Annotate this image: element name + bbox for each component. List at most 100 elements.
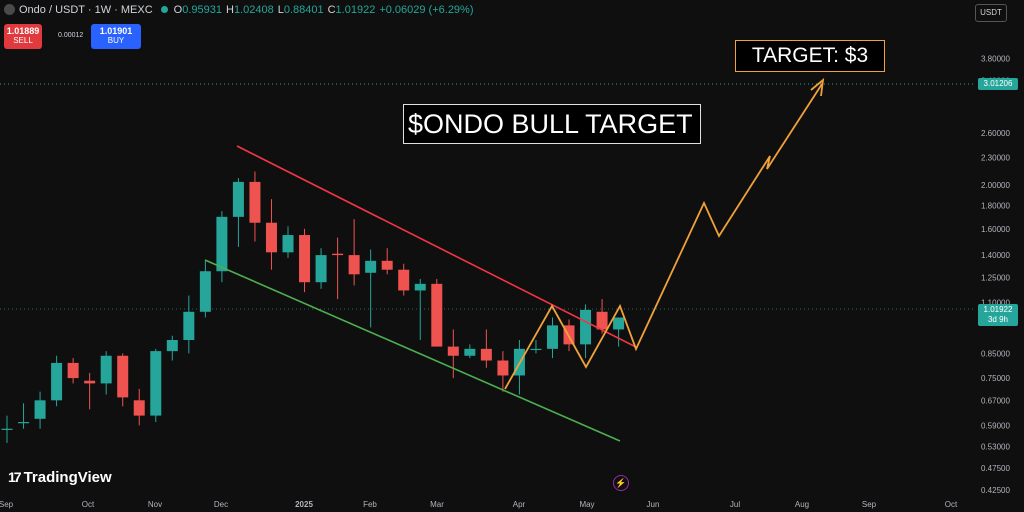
x-axis-tick-label: Jun [647,500,660,509]
sell-button[interactable]: 1.01889 SELL [4,24,42,49]
lightning-icon[interactable]: ⚡ [613,475,629,491]
y-axis-tick-label: 1.60000 [981,225,1010,234]
candle[interactable] [1,415,13,443]
candle-body [596,311,608,330]
candle[interactable] [299,228,311,293]
candle[interactable] [398,263,410,296]
candle[interactable] [480,329,492,368]
candle[interactable] [431,279,443,347]
x-axis-tick-label: Mar [430,500,444,509]
candle-body [365,260,377,273]
candle-body [497,360,509,376]
symbol-header: Ondo / USDT · 1W · MEXC O0.95931 H1.02408 L… [4,4,478,16]
candle-countdown: 3d 9h [987,315,1009,324]
x-axis-tick-label: May [579,500,594,509]
candle[interactable] [348,219,360,286]
candle[interactable] [596,299,608,334]
y-axis-tick-label: 1.10000 [981,299,1010,308]
candle[interactable] [414,279,426,340]
y-axis-tick-label: 2.60000 [981,129,1010,138]
candle[interactable] [34,391,46,429]
ondo-logo-icon [4,4,15,15]
candle[interactable] [84,372,96,410]
y-axis-tick-label: 2.00000 [981,181,1010,190]
candle[interactable] [51,355,63,407]
candle-body [265,222,277,253]
candle[interactable] [18,403,30,429]
candle-body [282,235,294,253]
y-axis-tick-label: 1.80000 [981,202,1010,211]
candle[interactable] [530,339,542,354]
candle[interactable] [166,335,178,361]
candle[interactable] [249,171,261,242]
high-value: 1.02408 [233,4,274,16]
candle[interactable] [580,304,592,359]
candle[interactable] [150,348,162,423]
candle-body [530,348,542,351]
candle-body [117,355,129,398]
candle-body [100,355,112,384]
tradingview-logo[interactable]: 17 TradingView [8,469,112,486]
candle[interactable] [67,358,79,384]
candle[interactable] [497,351,509,392]
y-axis-tick-label: 2.30000 [981,153,1010,162]
candle-body [232,181,244,217]
candle-body [447,346,459,356]
last-price-tag: 1.01922 3d 9h [978,304,1018,326]
x-axis-tick-label: Oct [82,500,95,509]
candle[interactable] [513,339,525,395]
candle[interactable] [365,249,377,328]
target-annotation: TARGET: $3 [735,40,885,72]
candle[interactable] [613,317,625,347]
y-axis-tick-label: 0.85000 [981,349,1010,358]
candle-body [166,339,178,352]
symbol-name[interactable]: Ondo / USDT · 1W · MEXC [19,4,153,16]
x-axis-tick-label: Oct [945,500,958,509]
candle[interactable] [447,329,459,379]
candle-body [546,325,558,349]
bull-target-annotation: $ONDO BULL TARGET [403,104,701,144]
candle-body [183,311,195,340]
candle[interactable] [117,353,129,407]
candle[interactable] [133,388,145,426]
x-axis-tick-label: Aug [795,500,809,509]
candle-body [299,235,311,283]
candle-body [1,428,13,430]
candle[interactable] [100,351,112,395]
candle[interactable] [199,260,211,318]
candle[interactable] [464,344,476,359]
tradingview-logo-icon: 17 [8,469,22,485]
y-axis-tick-label: 0.59000 [981,421,1010,430]
candle[interactable] [232,178,244,247]
candle[interactable] [183,295,195,354]
candle-body [414,283,426,291]
y-axis-tick-label: 0.75000 [981,374,1010,383]
change-value: +0.06029 (+6.29%) [379,4,474,16]
candle-body [51,362,63,401]
candle[interactable] [265,199,277,270]
x-axis-tick-label: Sep [862,500,877,509]
candle[interactable] [315,248,327,289]
candle[interactable] [282,226,294,258]
candle-body [613,317,625,330]
candle-body [480,348,492,361]
close-value: 1.01922 [335,4,376,16]
candle[interactable] [332,237,344,300]
support-trendline [204,259,621,442]
x-axis-tick-label: Feb [363,500,377,509]
x-axis-tick-label: Dec [214,500,228,509]
y-axis-tick-label: 0.53000 [981,442,1010,451]
candle-body [398,269,410,291]
candle-body [18,422,30,424]
candle[interactable] [546,317,558,359]
low-value: 0.88401 [283,4,324,16]
candle[interactable] [381,248,393,275]
candle-body [84,380,96,384]
projection-arrowhead [810,77,825,97]
candle-body [332,253,344,256]
buy-button[interactable]: 1.01901 BUY [91,24,141,49]
candle-body [150,351,162,416]
currency-selector[interactable]: USDT [975,4,1007,22]
candle[interactable] [216,211,228,283]
